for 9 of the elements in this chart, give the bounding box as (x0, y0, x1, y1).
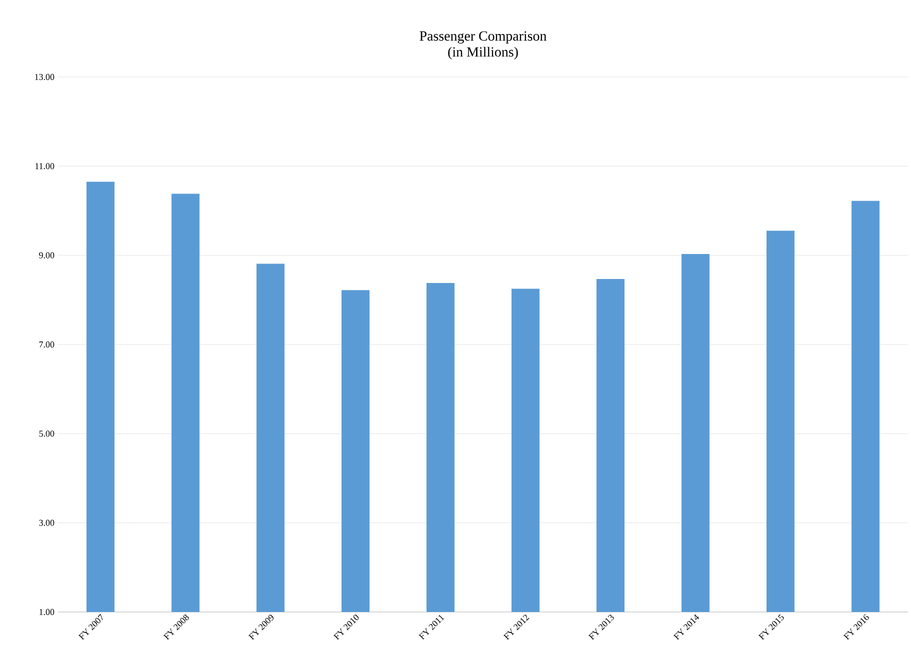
y-tick-label: 9.00 (39, 252, 54, 258)
y-tick-label: 3.00 (39, 520, 54, 526)
y-tick-label: 11.00 (35, 163, 54, 170)
y-tick-label: 13.00 (35, 74, 54, 80)
y-tick-label: 1.00 (40, 608, 54, 616)
x-tick-label: FY 2011 (418, 614, 444, 640)
y-tick-label: 7.00 (39, 341, 54, 348)
chart-title: Passenger Comparison (in Millions) (420, 31, 547, 60)
y-tick-label: 5.00 (39, 430, 54, 437)
